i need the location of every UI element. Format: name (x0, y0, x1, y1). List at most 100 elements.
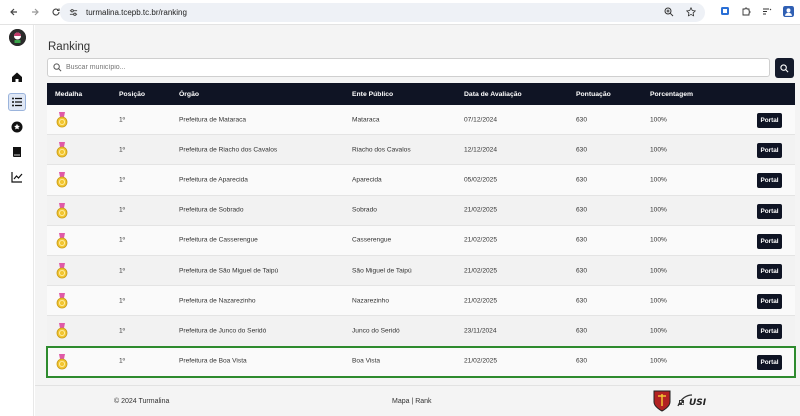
portal-button[interactable]: Portal (757, 203, 782, 219)
profile-icon[interactable] (782, 5, 794, 17)
footer-links[interactable]: Mapa | Rank (392, 398, 432, 405)
reload-icon[interactable] (49, 5, 63, 19)
sidebar-item-home[interactable] (8, 68, 26, 86)
search-input[interactable] (66, 64, 746, 71)
cell-porcentagem: 100% (650, 267, 667, 275)
col-orgao: Órgão (179, 90, 200, 98)
sidebar-item-medals[interactable] (8, 118, 26, 136)
cell-orgao: Prefeitura de Casserengue (179, 236, 258, 244)
col-pontuacao: Pontuação (576, 90, 611, 98)
portal-button[interactable]: Portal (757, 263, 782, 279)
tab-search-icon[interactable] (761, 5, 773, 17)
app-logo-icon[interactable] (9, 29, 26, 46)
cell-posicao: 1º (119, 357, 126, 365)
cell-ente-publico: Riacho dos Cavalos (352, 146, 411, 154)
medal-icon (55, 112, 69, 128)
sidebar-item-stats[interactable] (8, 168, 26, 186)
cell-pontuacao: 630 (576, 116, 588, 124)
cell-ente-publico: Aparecida (352, 176, 382, 184)
cell-ente-publico: São Miguel de Taipú (352, 267, 412, 275)
cell-data-avaliacao: 12/12/2024 (464, 146, 498, 154)
cell-pontuacao: 630 (576, 236, 588, 244)
search-box[interactable] (47, 58, 770, 77)
sidebar-item-ranking[interactable] (8, 93, 26, 111)
medal-icon (55, 353, 69, 370)
cell-pontuacao: 630 (576, 327, 588, 335)
table-row: 1º Prefeitura de Junco do Seridó Junco do … (47, 316, 795, 347)
table-row: 1º Prefeitura de Riacho dos Cavalos Riacho… (47, 135, 795, 166)
cell-posicao: 1º (119, 116, 126, 124)
portal-button[interactable]: Portal (757, 324, 782, 340)
cell-data-avaliacao: 21/02/2025 (464, 206, 498, 214)
portal-button[interactable]: Portal (757, 173, 782, 189)
cell-data-avaliacao: 21/02/2025 (464, 297, 498, 305)
table-row: 1º Prefeitura de Nazarezinho Nazarezinho 21… (47, 286, 795, 317)
cell-posicao: 1º (119, 327, 126, 335)
cell-porcentagem: 100% (650, 146, 667, 154)
cell-data-avaliacao: 05/02/2025 (464, 176, 498, 184)
search-icon (780, 63, 789, 72)
back-icon[interactable] (7, 5, 21, 19)
cell-porcentagem: 100% (650, 357, 667, 365)
usi-logo-text: USI (689, 398, 706, 408)
portal-button[interactable]: Portal (757, 354, 782, 370)
forward-icon[interactable] (28, 5, 42, 19)
col-ente-publico: Ente Público (352, 90, 394, 98)
cell-ente-publico: Boa Vista (352, 357, 381, 365)
portal-button[interactable]: Portal (757, 113, 782, 128)
cell-orgao: Prefeitura de Junco do Seridó (179, 327, 267, 335)
cell-porcentagem: 100% (650, 206, 667, 214)
cell-porcentagem: 100% (650, 236, 667, 244)
cell-data-avaliacao: 21/02/2025 (464, 267, 498, 275)
table-row: 1º Prefeitura de Casserengue Casserengue 21… (47, 225, 795, 256)
cell-orgao: Prefeitura de Nazarezinho (179, 297, 256, 305)
cell-ente-publico: Mataraca (352, 116, 380, 124)
cell-porcentagem: 100% (650, 116, 667, 124)
zoom-icon[interactable] (663, 6, 675, 18)
search-icon (53, 63, 62, 72)
main-content: Ranking Medalha Posição Órgão Ente Públi… (35, 25, 800, 385)
table-body: 1º Prefeitura de Mataraca Mataraca 07/12/20… (46, 105, 796, 378)
medal-icon (55, 202, 69, 219)
portal-button[interactable]: Portal (757, 233, 782, 249)
tce-shield-logo (653, 390, 671, 412)
cell-posicao: 1º (119, 206, 126, 214)
medal-icon (55, 293, 69, 309)
url-text[interactable]: turmalina.tcepb.tc.br/ranking (86, 8, 187, 17)
medal-icon (55, 232, 69, 249)
cell-porcentagem: 100% (650, 297, 667, 305)
cell-pontuacao: 630 (576, 357, 588, 365)
cell-posicao: 1º (119, 236, 126, 244)
medal-icon (55, 323, 69, 339)
table-header: Medalha Posição Órgão Ente Público Data … (47, 83, 795, 105)
col-data-avaliacao: Data de Avaliação (464, 90, 522, 98)
cell-orgao: Prefeitura de São Miguel de Taipú (179, 267, 279, 275)
cell-pontuacao: 630 (576, 206, 588, 214)
cell-data-avaliacao: 21/02/2025 (464, 357, 498, 365)
search-button[interactable] (775, 58, 794, 78)
col-posicao: Posição (119, 90, 146, 98)
extensions-puzzle-icon[interactable] (740, 5, 752, 17)
footer: © 2024 Turmalina Mapa | Rank USI (35, 385, 800, 416)
cell-orgao: Prefeitura de Boa Vista (179, 357, 247, 365)
cell-porcentagem: 100% (650, 176, 667, 184)
site-settings-icon[interactable] (66, 6, 80, 20)
address-bar[interactable]: turmalina.tcepb.tc.br/ranking (60, 3, 705, 22)
star-badge-icon (11, 121, 23, 133)
cell-pontuacao: 630 (576, 176, 588, 184)
table-row: 1º Prefeitura de Sobrado Sobrado 21/02/2025… (47, 195, 795, 226)
medal-icon (55, 142, 69, 158)
cell-pontuacao: 630 (576, 146, 588, 154)
extension-blue-icon[interactable] (719, 5, 731, 17)
cell-pontuacao: 630 (576, 297, 588, 305)
portal-button[interactable]: Portal (757, 143, 782, 159)
cell-ente-publico: Junco do Seridó (352, 327, 400, 335)
list-icon (12, 97, 22, 107)
sidebar-item-docs[interactable] (8, 143, 26, 161)
cell-orgao: Prefeitura de Riacho dos Cavalos (179, 146, 278, 154)
usi-logo: USI (676, 392, 707, 410)
medal-icon (55, 262, 69, 279)
portal-button[interactable]: Portal (757, 294, 782, 310)
cell-orgao: Prefeitura de Mataraca (179, 116, 247, 124)
bookmark-star-icon[interactable] (685, 6, 697, 18)
